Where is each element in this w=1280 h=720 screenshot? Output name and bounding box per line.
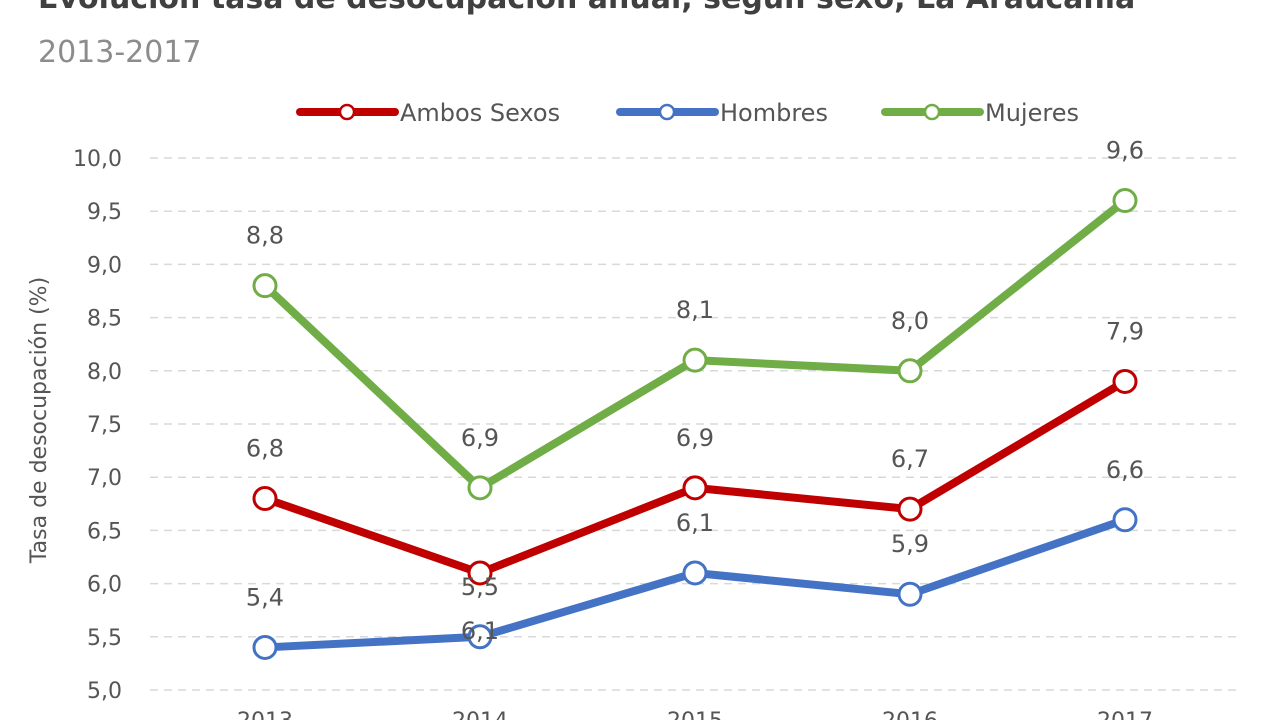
data-point xyxy=(897,496,923,522)
x-tick-label: 2016 xyxy=(882,709,938,720)
y-tick-label: 9,0 xyxy=(87,253,122,278)
y-tick-label: 8,5 xyxy=(87,307,122,332)
data-label: 8,0 xyxy=(891,307,929,335)
data-point xyxy=(682,560,708,586)
legend: Ambos Sexos Hombres Mujeres xyxy=(296,99,1079,127)
data-point xyxy=(467,475,493,501)
data-label: 8,1 xyxy=(676,296,714,324)
data-point xyxy=(1112,188,1138,214)
y-tick-label: 7,5 xyxy=(87,413,122,438)
x-tick-label: 2014 xyxy=(452,709,508,720)
data-label: 5,4 xyxy=(246,583,284,611)
data-label: 6,9 xyxy=(676,424,714,452)
data-label: 6,9 xyxy=(461,424,499,452)
data-label: 5,9 xyxy=(891,530,929,558)
legend-marker xyxy=(338,103,356,121)
chart-subtitle: 2013-2017 xyxy=(38,35,202,70)
data-label: 6,1 xyxy=(676,509,714,537)
data-point xyxy=(1112,368,1138,394)
y-tick-label: 6,0 xyxy=(87,573,122,598)
legend-item: Hombres xyxy=(616,99,828,127)
data-point xyxy=(467,624,493,650)
y-tick-label: 9,5 xyxy=(87,200,122,225)
data-point xyxy=(252,485,278,511)
data-point xyxy=(682,347,708,373)
data-label: 7,9 xyxy=(1106,317,1144,345)
data-label: 5,5 xyxy=(461,573,499,601)
y-tick-label: 8,0 xyxy=(87,360,122,385)
data-label: 6,1 xyxy=(461,617,499,645)
data-labels: 6,8 6,1 6,9 6,7 7,9 5,4 5,5 6,1 5,9 6,6 8,8 6,9 8,1 8… xyxy=(246,137,1144,645)
legend-item: Mujeres xyxy=(881,99,1079,127)
legend-marker xyxy=(923,103,941,121)
data-point xyxy=(1112,507,1138,533)
y-tick-label: 7,0 xyxy=(87,466,122,491)
x-tick-label: 2013 xyxy=(237,709,293,720)
legend-label: Hombres xyxy=(720,99,828,127)
data-point xyxy=(897,358,923,384)
series-mujeres xyxy=(252,188,1138,501)
y-axis-ticks: 5,0 5,5 6,0 6,5 7,0 7,5 8,0 8,5 9,0 9,5 10,0 xyxy=(73,147,122,704)
data-label: 8,8 xyxy=(246,222,284,250)
data-point xyxy=(682,475,708,501)
x-tick-label: 2015 xyxy=(667,709,723,720)
series-lines xyxy=(252,188,1138,660)
data-label: 6,7 xyxy=(891,445,929,473)
y-tick-label: 10,0 xyxy=(73,147,122,172)
y-tick-label: 6,5 xyxy=(87,519,122,544)
y-axis-label: Tasa de desocupación (%) xyxy=(27,277,52,564)
data-label: 9,6 xyxy=(1106,137,1144,165)
series-ambos-sexos xyxy=(252,368,1138,586)
chart-title: Evolución tasa de desocupación anual, se… xyxy=(38,0,1135,16)
legend-label: Mujeres xyxy=(985,99,1079,127)
series-hombres xyxy=(252,507,1138,660)
data-point xyxy=(897,581,923,607)
legend-marker xyxy=(658,103,676,121)
legend-item: Ambos Sexos xyxy=(296,99,560,127)
data-point xyxy=(467,560,493,586)
x-axis-ticks: 2013 2014 2015 2016 2017 xyxy=(237,709,1153,720)
legend-label: Ambos Sexos xyxy=(400,99,560,127)
y-tick-label: 5,5 xyxy=(87,626,122,651)
data-point xyxy=(252,273,278,299)
x-tick-label: 2017 xyxy=(1097,709,1153,720)
data-label: 6,8 xyxy=(246,434,284,462)
data-point xyxy=(252,634,278,660)
data-label: 6,6 xyxy=(1106,456,1144,484)
y-tick-label: 5,0 xyxy=(87,679,122,704)
